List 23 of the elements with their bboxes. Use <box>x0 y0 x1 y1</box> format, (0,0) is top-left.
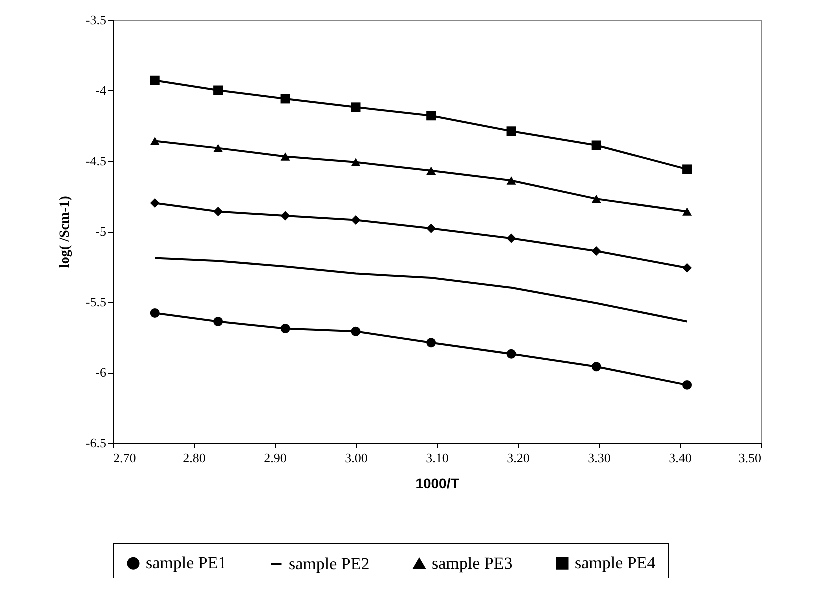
x-tick-label: 3.10 <box>426 450 449 466</box>
x-tick-label: 2.90 <box>264 450 287 466</box>
x-tick-label: 3.20 <box>507 450 530 466</box>
legend-label: sample PE2 <box>289 554 370 574</box>
legend-label: sample PE3 <box>432 554 513 573</box>
y-axis-title: log( /Scm-1) <box>58 196 73 268</box>
x-tick-label: 3.40 <box>669 450 692 466</box>
y-tick-label: -4.5 <box>86 154 106 168</box>
y-tick-label: -5 <box>96 224 106 239</box>
x-tick-label: 3.30 <box>588 450 611 466</box>
line-series <box>154 257 688 323</box>
legend-label: sample PE4 <box>575 554 656 573</box>
y-tick-label: -6.5 <box>86 436 106 450</box>
y-tick-label: -6 <box>96 365 107 380</box>
x-tick-label: 3.50 <box>738 450 762 466</box>
x-tick-label: 2.70 <box>114 450 136 466</box>
y-tick-label: -3.5 <box>86 12 106 28</box>
y-tick-label: -4 <box>96 83 107 98</box>
x-axis-title: 1000/T <box>416 476 460 492</box>
y-tick-label: -5.5 <box>86 294 106 310</box>
x-tick-label: 3.00 <box>345 450 368 466</box>
x-tick-label: 2.80 <box>183 450 206 466</box>
legend-label: sample PE1 <box>146 554 227 573</box>
